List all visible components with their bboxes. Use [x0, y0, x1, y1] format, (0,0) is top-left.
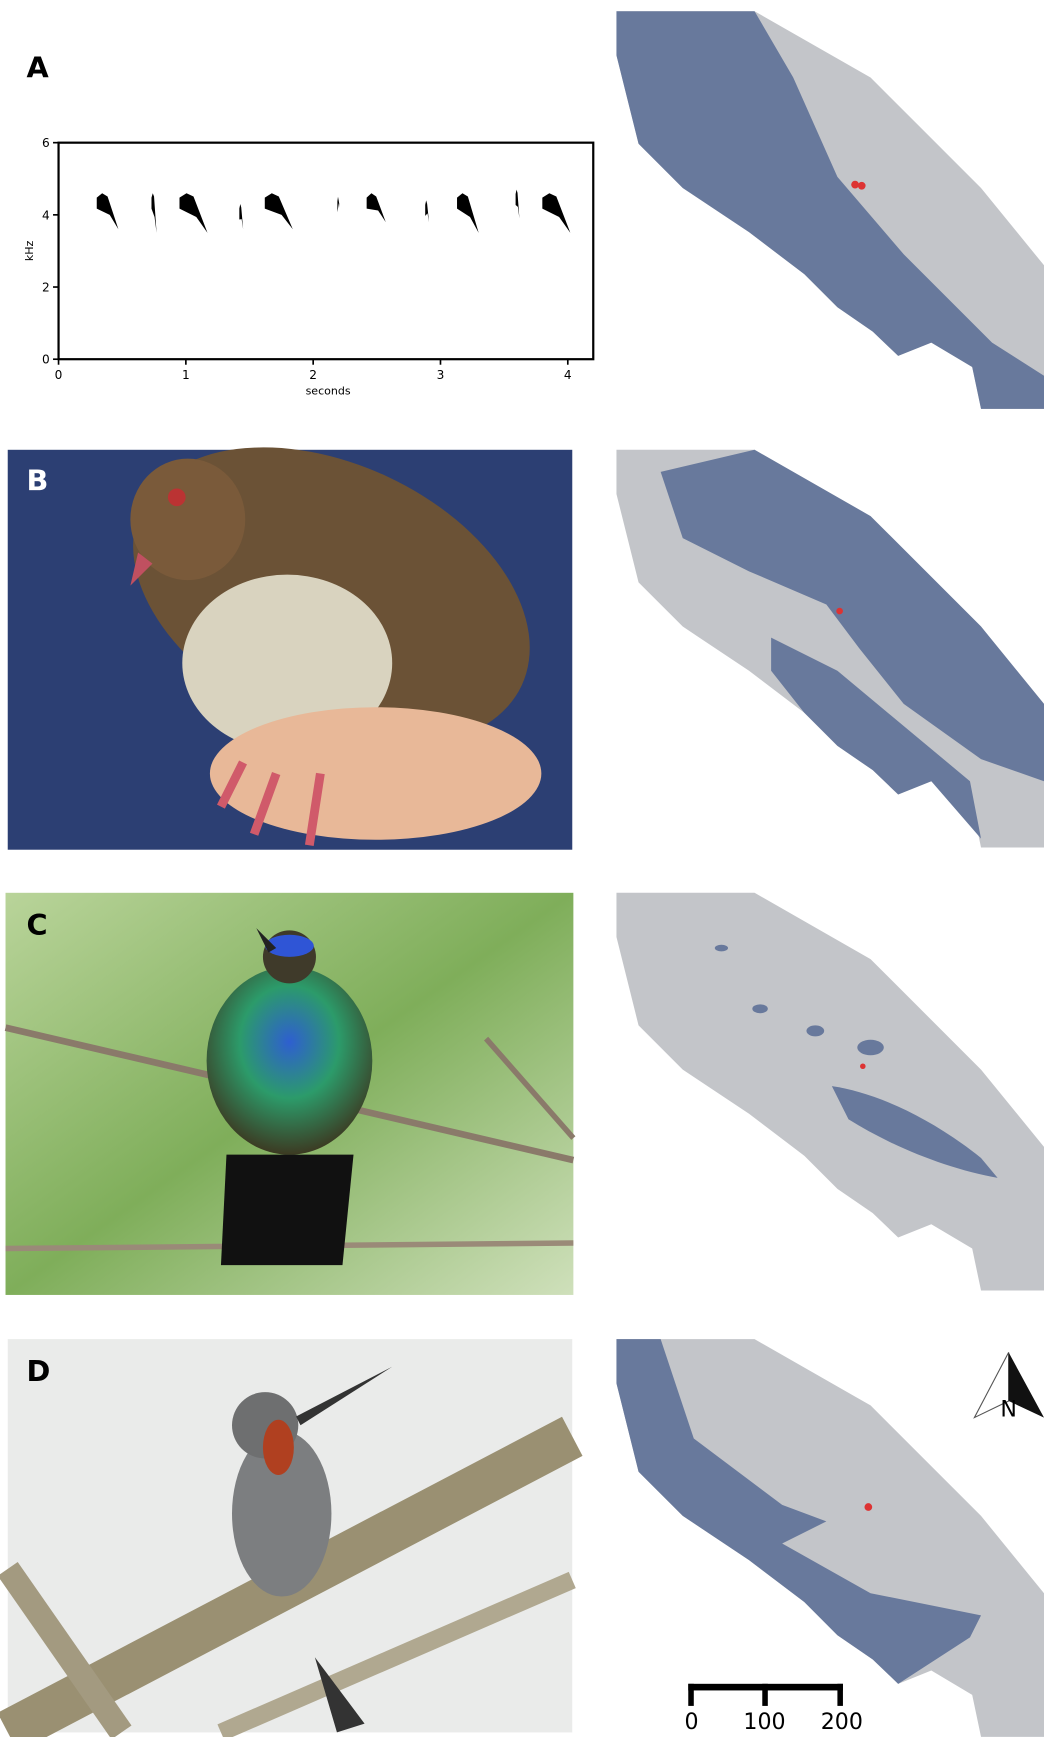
- y-tick-label: 6: [42, 136, 50, 150]
- panel-label: C: [27, 908, 48, 942]
- x-axis-label: seconds: [306, 385, 351, 398]
- scale-label: 0: [685, 1709, 699, 1735]
- y-tick-label: 2: [42, 280, 50, 294]
- map-b: [616, 450, 1044, 848]
- x-tick-label: 0: [55, 368, 63, 382]
- note: [542, 193, 570, 233]
- scale-label: 200: [821, 1709, 863, 1735]
- photo-c: [6, 893, 574, 1295]
- map-a: [616, 11, 1044, 409]
- note: [151, 193, 156, 233]
- map-c: [616, 893, 1044, 1293]
- map-d: [616, 1339, 1044, 1737]
- note: [239, 204, 243, 229]
- x-tick-label: 2: [309, 368, 317, 382]
- page: {"panels": [{"label": "A"}, {"label": "B…: [0, 0, 1044, 1737]
- panel-label: D: [27, 1354, 51, 1388]
- photo-b: [8, 388, 578, 850]
- x-tick-label: 1: [182, 368, 190, 382]
- plot-frame: [59, 143, 594, 360]
- note: [265, 193, 293, 229]
- y-axis-label: kHz: [23, 240, 36, 261]
- y-tick-label: 4: [42, 208, 50, 222]
- y-tick-label: 0: [42, 353, 50, 367]
- note: [457, 193, 479, 233]
- x-tick-label: 4: [564, 368, 572, 382]
- note: [425, 200, 429, 222]
- figure: A kHz seconds 0 1 2 3 4 0 2 4 6 B C: [0, 0, 1044, 1737]
- x-tick-label: 3: [437, 368, 445, 382]
- spectrogram: 0 1 2 3 4 0 2 4 6: [42, 136, 572, 382]
- panel-label: B: [27, 464, 49, 498]
- note: [367, 193, 386, 222]
- photo-d: [8, 1339, 573, 1732]
- note: [516, 190, 520, 219]
- note: [337, 197, 340, 212]
- north-label: N: [1000, 1396, 1017, 1422]
- scale-label: 100: [743, 1709, 785, 1735]
- note: [97, 193, 119, 229]
- panel-label: A: [27, 50, 50, 84]
- note: [179, 193, 207, 233]
